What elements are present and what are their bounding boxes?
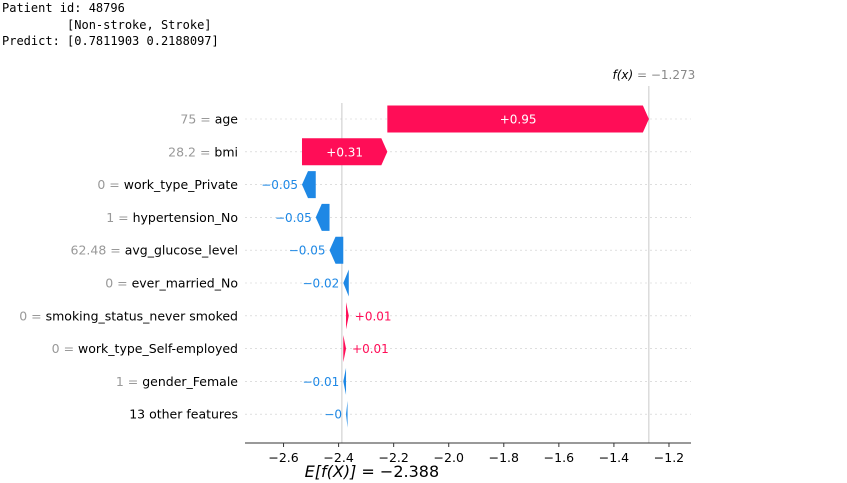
bar-value-label: −0.05 [289,244,326,258]
feature-label: 0 = smoking_status_never smoked [19,308,238,323]
feature-label: 1 = gender_Female [116,374,238,389]
bar-value-label: +0.95 [500,113,537,127]
feature-label: 0 = work_type_Private [97,177,238,192]
x-tick-label: −2.2 [378,450,408,465]
feature-name: hypertension_No [133,210,238,225]
negative-contribution-bar [315,203,330,231]
feature-label: 75 = age [180,112,238,127]
feature-value: 62.48 = [71,243,125,258]
bar-value-label: +0.31 [326,145,363,159]
feature-label: 0 = ever_married_No [105,276,238,291]
feature-name: age [215,112,239,127]
bar-value-label: −0.01 [303,375,340,389]
feature-value: 1 = [106,210,132,225]
class-names-line: [Non-stroke, Stroke] [2,17,212,32]
feature-label: 62.48 = avg_glucose_level [71,243,239,258]
x-tick-label: −1.4 [599,450,629,465]
x-tick-label: −1.8 [489,450,519,465]
x-tick-label: −2.0 [434,450,464,465]
prediction-line: Predict: [0.7811903 0.2188097] [2,34,219,48]
feature-label: 28.2 = bmi [168,144,238,159]
x-tick-label: −1.2 [654,450,684,465]
feature-name: work_type_Private [124,177,239,192]
positive-contribution-bar [343,335,347,363]
feature-label: 13 other features [129,407,238,422]
x-tick-label: −2.4 [323,450,353,465]
positive-contribution-bar [346,302,349,330]
negative-contribution-bar [329,236,344,264]
feature-name: avg_glucose_level [125,243,238,258]
feature-name: work_type_Self-employed [78,341,238,356]
expected-value-label: E[f(X)] = −2.388 [305,462,439,481]
positive-contribution-bar [387,105,649,133]
contribution-bars: +0.95 +0.31 −0.05 −0.05 −0.05 −0.02 +0.01 +0.01… [261,105,649,428]
feature-name: ever_married_No [132,276,238,291]
feature-value: 0 = [19,308,45,323]
negative-contribution-bar [343,367,347,395]
patient-id-line: Patient id: 48796 [2,1,125,15]
feature-value: 1 = [116,374,142,389]
feature-name: bmi [214,144,238,159]
feature-label: 1 = hypertension_No [106,210,238,225]
negative-contribution-bar [343,269,349,297]
prediction-header: Patient id: 48796 [Non-stroke, Stroke] P… [2,0,219,50]
feature-name: smoking_status_never smoked [46,308,238,323]
feature-name: 13 other features [129,407,238,422]
fx-label: f(x) = −1.273 [612,68,695,82]
feature-labels: 75 = age 28.2 = bmi 0 = work_type_Private 1… [19,112,238,422]
feature-value: 0 = [97,177,123,192]
feature-label: 0 = work_type_Self-employed [52,341,238,356]
feature-name: gender_Female [142,374,238,389]
x-tick-label: −2.6 [268,450,298,465]
bar-value-label: +0.01 [355,309,392,323]
x-tick-label: −1.6 [544,450,574,465]
bar-value-label: −0.05 [275,211,312,225]
x-axis-ticks: −2.6 −2.4 −2.2 −2.0 −1.8 −1.6 −1.4 −1.2 [268,443,684,465]
negative-contribution-bar [301,171,316,199]
negative-contribution-bar [346,400,348,428]
bar-value-label: −0.05 [261,178,298,192]
feature-value: 28.2 = [168,144,214,159]
bar-value-label: −0.02 [303,277,340,291]
feature-value: 0 = [52,341,78,356]
bar-value-label: −0 [324,408,342,422]
feature-value: 75 = [180,112,214,127]
positive-contribution-bar [301,138,388,166]
bar-value-label: +0.01 [352,342,389,356]
feature-value: 0 = [105,276,131,291]
